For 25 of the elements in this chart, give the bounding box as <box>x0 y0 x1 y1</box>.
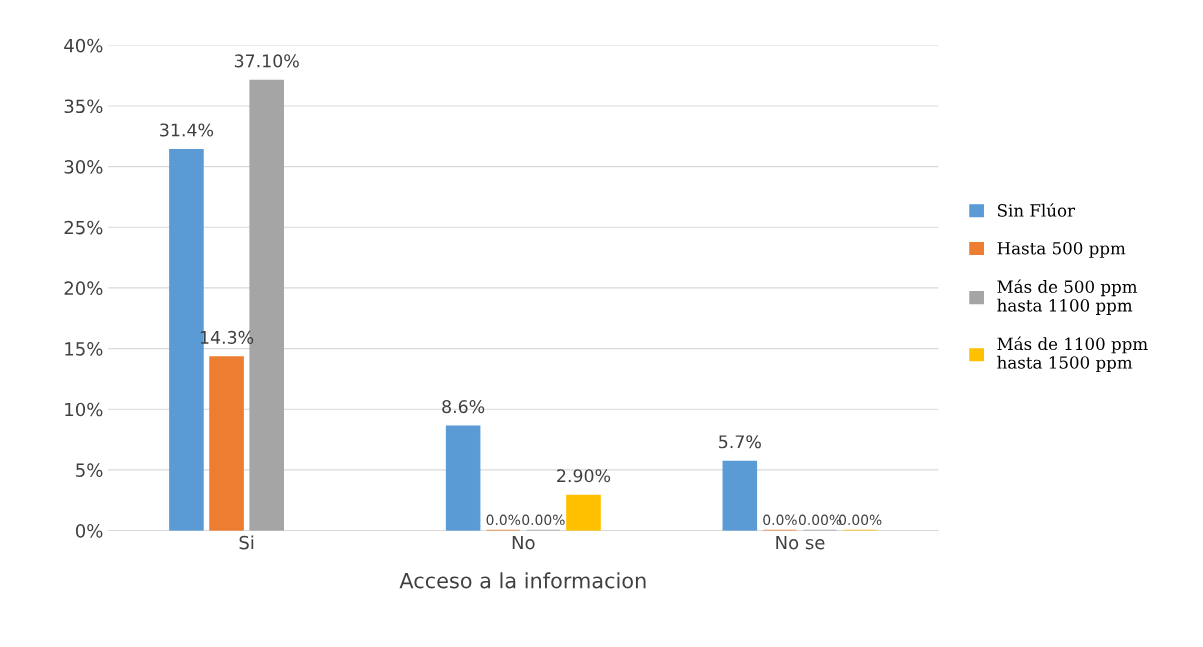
data-label: 31.4% <box>160 123 214 137</box>
data-label: 0.0% <box>486 514 521 526</box>
y-tick-label: 30% <box>64 160 103 174</box>
data-label: 2.90% <box>557 469 611 483</box>
y-tick-label: 10% <box>65 402 103 417</box>
data-label: 5.7% <box>719 435 761 449</box>
y-tick-label: 15% <box>65 342 103 356</box>
y-tick-label: 25% <box>64 220 103 235</box>
data-label: 0.00% <box>522 514 565 526</box>
data-label: 0.0% <box>763 514 797 526</box>
x-axis-title: Acceso a la informacion <box>399 572 646 589</box>
y-tick-label: 20% <box>64 281 103 296</box>
legend-label: Hasta 500 ppm <box>997 241 1126 258</box>
y-tick-label: 35% <box>64 99 103 114</box>
legend-label: Sin Flúor <box>998 203 1076 217</box>
x-tick-label: Si <box>239 535 254 550</box>
data-label: 8.6% <box>442 400 485 414</box>
y-tick-label: 5% <box>76 463 103 477</box>
data-label: 37.10% <box>234 54 299 68</box>
x-tick-label: No <box>512 535 535 550</box>
legend-label: Más de 500 ppm hasta 1100 ppm <box>997 279 1138 315</box>
x-tick-label: No se <box>776 535 825 550</box>
legend-label: Más de 1100 ppm hasta 1500 ppm <box>997 336 1148 373</box>
y-tick-label: 40% <box>64 38 103 53</box>
y-tick-label: 0% <box>75 524 103 538</box>
